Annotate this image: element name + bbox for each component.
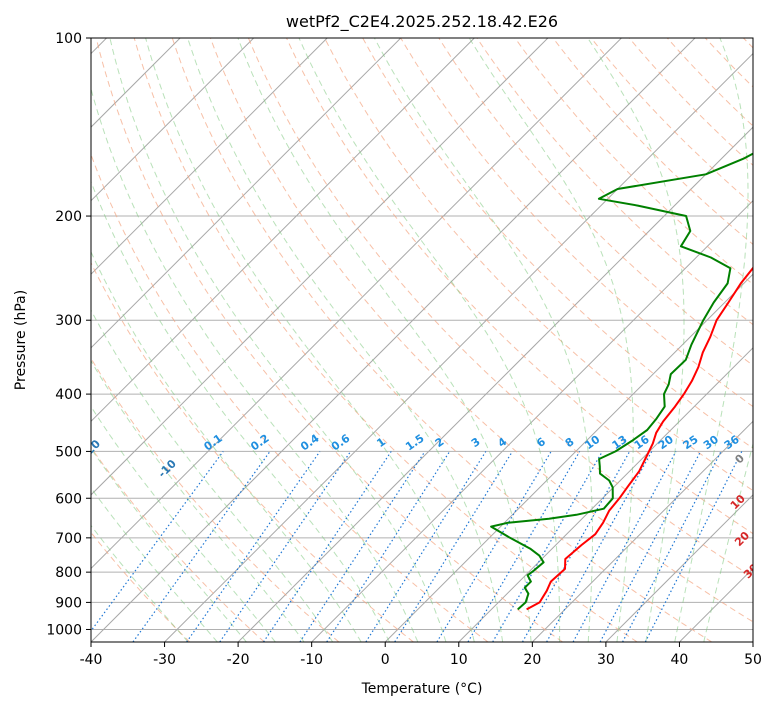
mixing-ratio-line — [492, 451, 603, 642]
isotherm-gridline — [91, 38, 402, 349]
mixing-ratio-line — [186, 451, 321, 642]
moist-adiabat — [91, 405, 276, 642]
mixing-ratio-line — [132, 451, 271, 642]
moist-adiabat — [91, 359, 305, 642]
x-tick-label: -20 — [227, 652, 250, 668]
moist-adiabat — [91, 309, 334, 642]
moist-adiabat — [587, 38, 685, 642]
isotherm-gridline — [384, 273, 753, 642]
y-tick-label: 400 — [55, 387, 82, 403]
y-tick-label: 900 — [55, 595, 82, 611]
isotherm-gridline — [531, 420, 753, 642]
isotherm-gridline — [91, 38, 622, 570]
moist-adiabat — [674, 38, 749, 642]
temperature-profile-line — [526, 266, 753, 611]
isotherm-gridline — [605, 494, 753, 642]
moist-adiabat — [91, 86, 419, 642]
y-tick-label: 1000 — [46, 622, 82, 638]
y-axis-title: Pressure (hPa) — [13, 290, 29, 390]
mixing-ratio-line — [436, 451, 552, 642]
y-tick-label: 100 — [55, 31, 82, 47]
dry-adiabat — [247, 38, 753, 578]
x-tick-label: 0 — [381, 652, 390, 668]
plot-frame — [90, 37, 754, 643]
mixing-ratio-line — [365, 451, 487, 642]
mixing-ratio-line — [91, 451, 224, 632]
mixing-ratio-line — [326, 451, 451, 642]
y-axis: 100 200 300 400 500 600 700 800 900 1000 — [46, 31, 91, 638]
x-tick-label: 20 — [523, 652, 541, 668]
moist-adiabat — [109, 38, 447, 642]
dry-adiabat — [286, 38, 753, 535]
y-tick-label: 800 — [55, 565, 82, 581]
x-axis: -40 -30 -20 -10 0 10 20 30 40 50 — [80, 642, 762, 668]
mixing-ratio-line — [572, 451, 677, 642]
moist-adiabat — [373, 38, 593, 642]
dry-adiabat — [171, 38, 713, 642]
moist-adiabat — [187, 38, 504, 642]
y-tick-label: 700 — [55, 531, 82, 547]
moist-adiabat — [145, 38, 475, 642]
moist-adiabat-label: 30 — [741, 561, 761, 581]
isotherm-gridline — [164, 52, 753, 642]
x-tick-label: -40 — [80, 652, 103, 668]
isotherm-gridline — [91, 38, 328, 275]
mixing-ratio-line — [394, 451, 513, 642]
x-tick-label: 30 — [597, 652, 615, 668]
x-tick-label: -10 — [300, 652, 323, 668]
plot-area: 0.10.20.40.611.52346810131620253036-100-… — [91, 38, 761, 642]
chart-title: wetPf2_C2E4.2025.252.18.42.E26 — [286, 12, 558, 32]
x-tick-label: -30 — [153, 652, 176, 668]
dry-adiabat — [91, 261, 414, 642]
x-tick-label: 50 — [744, 652, 762, 668]
moist-adiabat — [703, 441, 753, 642]
moist-adiabat — [91, 487, 218, 642]
mixing-ratio-line — [219, 451, 352, 642]
moist-adiabat — [237, 38, 532, 642]
mixing-ratio-line — [546, 451, 653, 642]
y-tick-label: 600 — [55, 491, 82, 507]
y-tick-label: 500 — [55, 444, 82, 460]
mixing-ratio-line — [467, 451, 581, 642]
y-tick-label: 300 — [55, 313, 82, 329]
isotherm-gridline — [91, 38, 255, 202]
moist-adiabat — [298, 38, 561, 642]
x-axis-title: Temperature (°C) — [361, 681, 483, 697]
dry-adiabat — [209, 38, 753, 623]
dry-adiabat — [95, 38, 563, 642]
dry-adiabat — [91, 446, 265, 642]
y-tick-label: 200 — [55, 209, 82, 225]
isotherm-gridline — [237, 126, 753, 642]
isotherm-gridline — [91, 38, 549, 496]
moist-adiabat — [91, 180, 390, 642]
dry-adiabat — [324, 38, 753, 492]
x-tick-label: 40 — [671, 652, 689, 668]
isotherm-gridline — [458, 347, 753, 642]
dry-adiabat — [133, 38, 638, 642]
x-tick-label: 10 — [450, 652, 468, 668]
moist-adiabat — [91, 524, 189, 642]
dry-adiabat — [91, 357, 340, 642]
moist-adiabat — [91, 447, 247, 642]
dewpoint-profile-line — [490, 152, 753, 611]
moist-adiabat — [91, 250, 362, 642]
mixing-ratio-line — [521, 451, 631, 642]
dry-adiabat — [514, 38, 753, 285]
